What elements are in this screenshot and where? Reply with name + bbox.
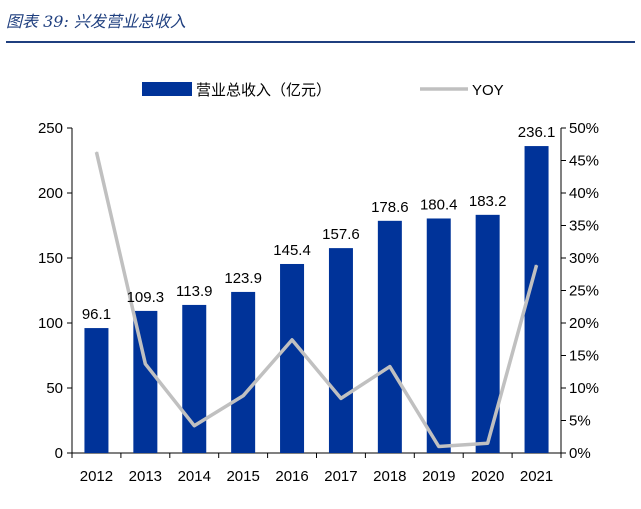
yoy-point-2020 — [487, 442, 489, 444]
right-tick-label: 0% — [569, 445, 591, 462]
left-tick-label: 150 — [38, 250, 63, 267]
bar-value-label: 123.9 — [224, 270, 262, 287]
bar-value-label: 180.4 — [420, 196, 458, 213]
right-tick-label: 30% — [569, 250, 599, 267]
yoy-point-2012 — [95, 151, 97, 153]
yoy-line-group — [94, 151, 539, 449]
x-tick-label: 2021 — [520, 468, 553, 485]
yoy-point-2015 — [242, 395, 244, 397]
right-tick-label: 5% — [569, 413, 591, 430]
revenue-bar-2018 — [377, 220, 402, 453]
left-tick-label: 50 — [46, 380, 63, 397]
legend-bar-label: 营业总收入（亿元） — [196, 82, 331, 99]
bar-value-label: 157.6 — [322, 226, 360, 243]
x-tick-label: 2014 — [178, 468, 211, 485]
x-tick-label: 2018 — [373, 468, 406, 485]
left-tick-label: 200 — [38, 185, 63, 202]
right-tick-label: 25% — [569, 283, 599, 300]
revenue-bar-2019 — [426, 218, 451, 453]
axes: 0 50 100 150 200 250 0% 5% 10% 15% 20% 25% 30% 35% 40%… — [38, 120, 599, 485]
yoy-point-2017 — [340, 397, 342, 399]
revenue-bar-2014 — [182, 304, 207, 453]
x-tick-label: 2017 — [324, 468, 357, 485]
figure-title: 图表 39: 兴发营业总收入 — [6, 12, 186, 31]
revenue-bar-2015 — [231, 291, 256, 453]
x-tick-label: 2015 — [226, 468, 259, 485]
legend: 营业总收入（亿元） YOY — [142, 82, 504, 99]
yoy-point-2014 — [193, 425, 195, 427]
bar-value-label: 145.4 — [273, 242, 311, 259]
data-labels-group: 96.1 109.3 113.9 123.9 145.4 157.6 178.6 180.4 1… — [82, 124, 555, 323]
bar-value-label: 178.6 — [371, 199, 409, 216]
bar-value-label: 113.9 — [176, 283, 212, 300]
right-tick-label: 45% — [569, 153, 599, 170]
yoy-point-2019 — [438, 446, 440, 447]
revenue-bar-2016 — [280, 263, 305, 453]
yoy-point-2016 — [291, 339, 293, 341]
x-tick-label: 2019 — [422, 468, 455, 485]
revenue-bar-2017 — [328, 248, 353, 453]
right-tick-label: 15% — [569, 348, 599, 365]
left-tick-label: 0 — [55, 445, 63, 462]
bar-value-label: 96.1 — [82, 306, 111, 323]
legend-bar-swatch — [142, 82, 192, 96]
left-tick-label: 250 — [38, 120, 63, 137]
right-tick-label: 10% — [569, 380, 599, 397]
legend-line-label: YOY — [472, 82, 504, 99]
yoy-point-2021 — [536, 264, 538, 266]
x-tick-label: 2016 — [275, 468, 308, 485]
yoy-point-2018 — [389, 366, 391, 368]
bars-group — [84, 146, 549, 453]
x-tick-label: 2012 — [80, 468, 113, 485]
title-underline — [6, 41, 635, 43]
right-tick-label: 40% — [569, 185, 599, 202]
right-tick-label: 50% — [569, 120, 599, 137]
revenue-bar-2012 — [84, 328, 109, 453]
bar-value-label: 183.2 — [469, 193, 507, 210]
left-tick-label: 100 — [38, 315, 63, 332]
x-tick-label: 2020 — [471, 468, 504, 485]
yoy-line — [94, 151, 539, 449]
bar-value-label: 109.3 — [127, 289, 165, 306]
bar-value-label: 236.1 — [518, 124, 556, 141]
right-tick-label: 35% — [569, 218, 599, 235]
yoy-point-2013 — [144, 363, 146, 365]
right-tick-label: 20% — [569, 315, 599, 332]
x-tick-label: 2013 — [129, 468, 162, 485]
